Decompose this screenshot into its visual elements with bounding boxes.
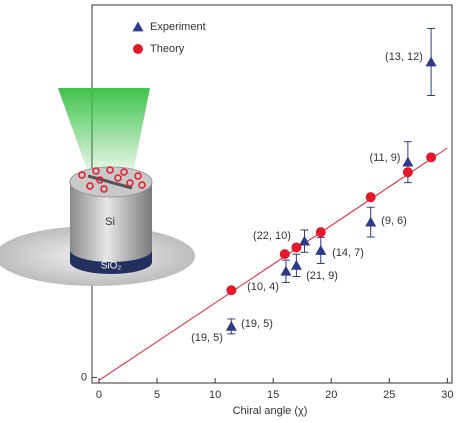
sio2-label: SiO₂ <box>101 261 122 272</box>
point-annotation: (21, 9) <box>306 270 338 282</box>
theory-point <box>291 242 301 252</box>
x-tick-label: 20 <box>325 389 337 401</box>
theory-point <box>280 249 290 259</box>
theory-point <box>226 285 236 295</box>
point-annotation: (9, 6) <box>381 215 407 227</box>
legend-marker <box>133 22 144 32</box>
point-annotation: (14, 7) <box>332 247 364 259</box>
x-tick-label: 15 <box>267 389 279 401</box>
x-axis-label: Chiral angle (χ) <box>233 405 308 417</box>
legend-label: Experiment <box>150 21 206 33</box>
si-label: Si <box>105 216 115 228</box>
experiment-point <box>426 56 437 66</box>
inset-illustration: Si SiO₂ <box>0 88 195 286</box>
experiment-point <box>315 245 326 255</box>
point-annotation: (19, 5) <box>191 332 223 344</box>
legend-label: Theory <box>150 43 185 55</box>
experiment-point <box>402 157 413 167</box>
y-tick-label: 0 <box>81 371 87 383</box>
theory-point <box>403 167 413 177</box>
experiment-point <box>365 217 376 227</box>
experiment-point <box>280 266 291 276</box>
theory-point <box>316 227 326 237</box>
theory-point <box>426 152 436 162</box>
x-tick-label: 30 <box>441 389 453 401</box>
legend-marker <box>133 44 143 54</box>
x-tick-label: 10 <box>209 389 221 401</box>
laser-beam <box>58 88 150 178</box>
experiment-point <box>291 260 302 270</box>
point-annotation: (10, 4) <box>247 281 279 293</box>
x-tick-label: 25 <box>383 389 395 401</box>
point-annotation: (19, 5) <box>241 318 273 330</box>
theory-point <box>366 192 376 202</box>
x-tick-label: 0 <box>96 389 102 401</box>
experiment-point <box>226 321 237 331</box>
chart: Si SiO₂ Chiral angle (χ) 0 5 10 15 20 25 30 0 Ex… <box>0 0 457 423</box>
point-annotation: (13, 12) <box>385 51 423 63</box>
point-annotation: (22, 10) <box>253 230 291 242</box>
x-tick-label: 5 <box>154 389 160 401</box>
point-annotation: (11, 9) <box>370 152 401 164</box>
